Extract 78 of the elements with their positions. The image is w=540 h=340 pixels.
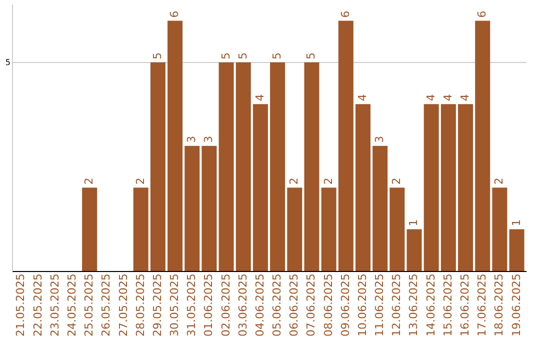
bar (150, 62, 166, 271)
x-tick-label: 02.06.2025 (219, 274, 232, 336)
x-tick-label: 12.06.2025 (390, 274, 404, 336)
bar (492, 188, 508, 271)
bar (218, 62, 234, 271)
data-label: 1 (510, 219, 523, 226)
data-label: 5 (219, 52, 232, 60)
x-tick-label: 29.05.2025 (150, 274, 164, 336)
data-label: 5 (236, 52, 250, 60)
x-tick-label: 03.06.2025 (236, 274, 250, 336)
x-tick-label: 11.06.2025 (373, 274, 386, 336)
x-tick-label: 18.06.2025 (492, 274, 506, 336)
x-tick-label: 21.05.2025 (14, 274, 28, 336)
data-label: 4 (458, 94, 472, 102)
x-tick-label: 24.05.2025 (65, 274, 78, 336)
x-tick-label: 06.06.2025 (288, 274, 301, 336)
x-tick-label: 09.06.2025 (338, 274, 352, 336)
bar (406, 229, 422, 271)
bar (424, 104, 439, 271)
bar (458, 104, 474, 271)
data-label: 3 (202, 136, 216, 143)
x-tick-label: 17.06.2025 (476, 274, 489, 336)
bar (338, 20, 354, 271)
x-tick-label: 28.05.2025 (134, 274, 147, 336)
x-tick-label: 27.05.2025 (116, 274, 130, 336)
x-tick-label: 07.06.2025 (304, 274, 318, 336)
data-label: 1 (407, 219, 420, 226)
bar (168, 20, 183, 271)
data-label: 6 (476, 10, 489, 18)
data-label: 2 (492, 178, 506, 185)
x-tick-label: 14.06.2025 (424, 274, 438, 336)
bar (509, 229, 524, 271)
data-label: 3 (185, 136, 198, 143)
bar (475, 20, 490, 271)
bar (304, 62, 320, 271)
bar (236, 62, 251, 271)
bar (321, 188, 336, 271)
bar (202, 146, 217, 271)
data-label: 2 (82, 178, 96, 185)
data-label: 5 (150, 52, 164, 60)
x-tick-label: 26.05.2025 (100, 274, 113, 336)
data-label: 3 (373, 136, 386, 143)
data-label: 6 (168, 10, 182, 18)
x-tick-label: 10.06.2025 (356, 274, 369, 336)
bar (133, 188, 148, 271)
bar (440, 104, 456, 271)
data-label: 6 (338, 10, 352, 18)
data-label: 4 (356, 94, 369, 102)
data-label: 5 (270, 52, 284, 60)
x-tick-label: 30.05.2025 (168, 274, 182, 336)
data-label: 4 (253, 94, 266, 102)
bar (82, 188, 98, 271)
data-label: 4 (441, 94, 454, 102)
x-tick-label: 05.06.2025 (270, 274, 284, 336)
x-tick-label: 01.06.2025 (202, 274, 216, 336)
x-tick-label: 15.06.2025 (441, 274, 454, 336)
x-tick-label: 19.06.2025 (510, 274, 523, 336)
data-label: 2 (134, 178, 147, 185)
bar (372, 146, 388, 271)
x-tick-label: 22.05.2025 (31, 274, 44, 336)
x-tick-label: 08.06.2025 (322, 274, 335, 336)
data-label: 2 (322, 178, 335, 185)
x-tick-label: 04.06.2025 (253, 274, 266, 336)
data-label: 2 (390, 178, 404, 185)
bar (390, 188, 405, 271)
data-label: 4 (424, 94, 438, 102)
x-tick-label: 25.05.2025 (82, 274, 96, 336)
bar (287, 188, 302, 271)
bar (252, 104, 268, 271)
x-tick-label: 31.05.2025 (185, 274, 198, 336)
x-tick-label: 23.05.2025 (48, 274, 62, 336)
data-label: 2 (288, 178, 301, 185)
data-label: 5 (304, 52, 318, 60)
bar (270, 62, 286, 271)
x-tick-label: 13.06.2025 (407, 274, 420, 336)
x-tick-label: 16.06.2025 (458, 274, 472, 336)
bar (184, 146, 200, 271)
bar (355, 104, 370, 271)
